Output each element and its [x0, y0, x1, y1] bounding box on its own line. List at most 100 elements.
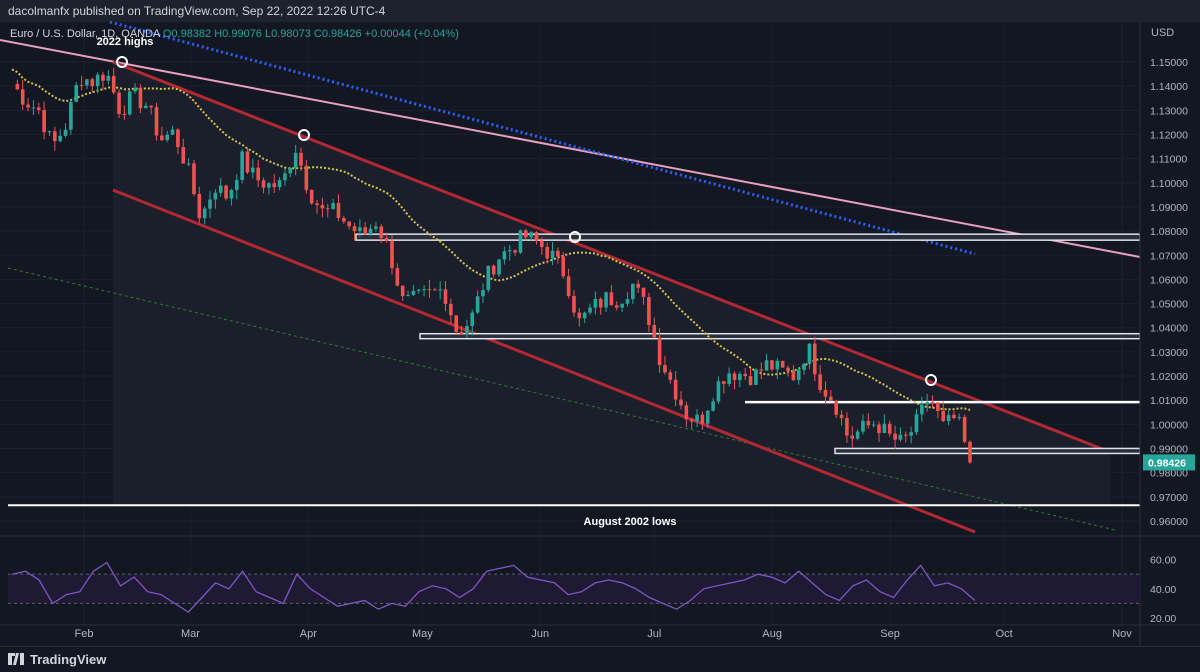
candle-body — [898, 434, 903, 440]
candle — [871, 420, 876, 428]
candle — [679, 391, 683, 410]
candle — [834, 399, 839, 418]
candle-body — [561, 256, 566, 277]
candle — [968, 440, 972, 465]
candle — [952, 411, 956, 420]
candle — [149, 105, 153, 115]
candle — [240, 148, 244, 184]
candle-body — [652, 324, 657, 338]
candle-body — [962, 417, 967, 442]
candle — [893, 425, 897, 450]
candle — [930, 395, 935, 409]
candle-body — [909, 432, 913, 436]
candle — [582, 311, 587, 324]
candle — [384, 232, 389, 243]
candle-body — [325, 208, 330, 210]
candle — [764, 353, 769, 371]
candle-body — [764, 360, 769, 371]
candle — [647, 292, 651, 332]
x-tick-label: Sep — [880, 628, 900, 640]
candle — [887, 420, 892, 437]
lows-label: August 2002 lows — [584, 516, 677, 528]
candle — [342, 215, 346, 224]
candle-body — [700, 414, 705, 424]
candle — [42, 101, 46, 140]
candle — [705, 409, 710, 429]
candle — [53, 126, 57, 151]
y-tick-label: 1.08000 — [1150, 226, 1188, 238]
candle — [106, 70, 111, 85]
x-tick-label: Nov — [1112, 628, 1132, 640]
candle-body — [202, 208, 207, 219]
candle — [802, 362, 806, 375]
candle — [486, 265, 491, 293]
candle-body — [711, 401, 715, 411]
candle — [866, 413, 871, 429]
candle-body — [427, 289, 432, 291]
candle — [556, 247, 560, 264]
candle — [15, 79, 20, 91]
candle-body — [74, 85, 79, 102]
candle-body — [293, 152, 298, 169]
rsi-tick-label: 60.00 — [1150, 555, 1176, 567]
candle-body — [79, 85, 84, 87]
candle — [47, 130, 52, 136]
candle — [668, 369, 673, 384]
candle — [780, 360, 785, 368]
price-chart[interactable]: 1.15000 1.14000 1.13000 1.12000 1.11000 1.100… — [0, 0, 1200, 646]
candle — [138, 84, 143, 114]
candle — [754, 368, 758, 386]
currency-label: USD — [1151, 27, 1175, 39]
candle — [309, 189, 314, 205]
candle-body — [411, 290, 416, 295]
candle — [352, 222, 357, 241]
blue-dotted-line — [109, 20, 976, 256]
candle-body — [240, 151, 244, 180]
candle-body — [106, 75, 111, 81]
candle-body — [507, 250, 512, 252]
candle-body — [438, 289, 442, 291]
candle-body — [160, 135, 164, 141]
candle — [160, 126, 164, 142]
candle — [438, 281, 442, 300]
y-tick-label: 1.15000 — [1150, 57, 1188, 69]
y-tick-label: 1.07000 — [1150, 250, 1188, 262]
candle — [748, 367, 753, 386]
candle — [609, 285, 614, 306]
candle-body — [15, 83, 20, 90]
candle-body — [614, 305, 619, 308]
candle — [202, 206, 207, 225]
candle-body — [513, 250, 517, 253]
candle-body — [122, 113, 127, 115]
candle-body — [604, 292, 608, 308]
candle — [165, 130, 170, 143]
candle — [689, 417, 694, 430]
candle — [277, 176, 282, 191]
candle-body — [454, 315, 459, 332]
candle — [133, 83, 137, 94]
candle — [218, 177, 223, 197]
candle-body — [390, 240, 394, 269]
candle — [641, 287, 646, 305]
candle — [903, 431, 908, 443]
candle — [192, 160, 196, 197]
candle-body — [941, 410, 946, 422]
candle — [920, 396, 924, 422]
candle-body — [90, 79, 95, 87]
candle-body — [695, 414, 699, 422]
candle-body — [588, 307, 592, 313]
candle — [363, 222, 368, 235]
candle — [31, 100, 36, 115]
candle — [470, 309, 475, 336]
candle-body — [791, 371, 796, 381]
y-tick-label: 1.09000 — [1150, 202, 1188, 214]
pink-trendline — [0, 39, 1141, 258]
candle-body — [802, 363, 806, 370]
tradingview-brand[interactable]: TradingView — [8, 652, 106, 667]
candle-body — [518, 230, 523, 253]
candle — [176, 128, 180, 155]
candle-body — [363, 227, 368, 235]
candle — [74, 82, 79, 103]
candle-body — [625, 299, 630, 304]
candle-body — [143, 105, 148, 109]
